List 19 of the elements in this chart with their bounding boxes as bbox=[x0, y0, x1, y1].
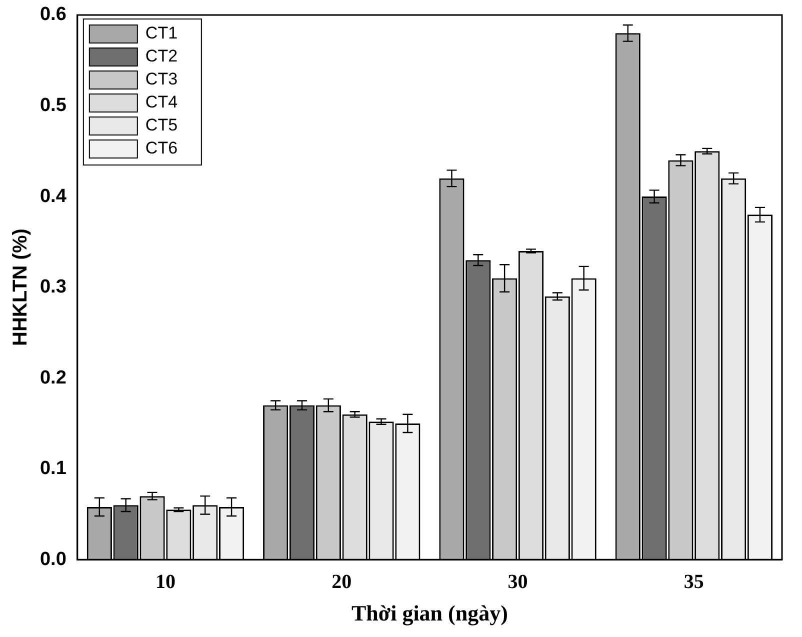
legend-label: CT3 bbox=[145, 70, 178, 89]
y-tick-label: 0.3 bbox=[40, 276, 66, 298]
legend-label: CT4 bbox=[145, 92, 178, 112]
x-tick-label: 20 bbox=[332, 570, 352, 593]
legend-label: CT5 bbox=[145, 116, 178, 135]
legend-label: CT1 bbox=[145, 24, 178, 43]
legend-label: CT2 bbox=[145, 46, 178, 66]
x-tick-label: 10 bbox=[155, 570, 176, 593]
y-tick-label: 0.5 bbox=[40, 95, 67, 116]
y-axis-title: HHKLTN (%) bbox=[10, 228, 32, 346]
x-tick-label: 30 bbox=[508, 570, 528, 593]
x-axis-title: Thời gian (ngày) bbox=[351, 600, 508, 626]
y-tick-label: 0.6 bbox=[40, 4, 66, 26]
x-tick-label: 35 bbox=[684, 570, 704, 593]
y-tick-label: 0.4 bbox=[40, 186, 67, 207]
y-tick-label: 0.0 bbox=[40, 548, 66, 570]
y-tick-label: 0.1 bbox=[40, 458, 67, 480]
y-tick-label: 0.2 bbox=[40, 367, 66, 388]
legend-label: CT6 bbox=[145, 138, 178, 158]
